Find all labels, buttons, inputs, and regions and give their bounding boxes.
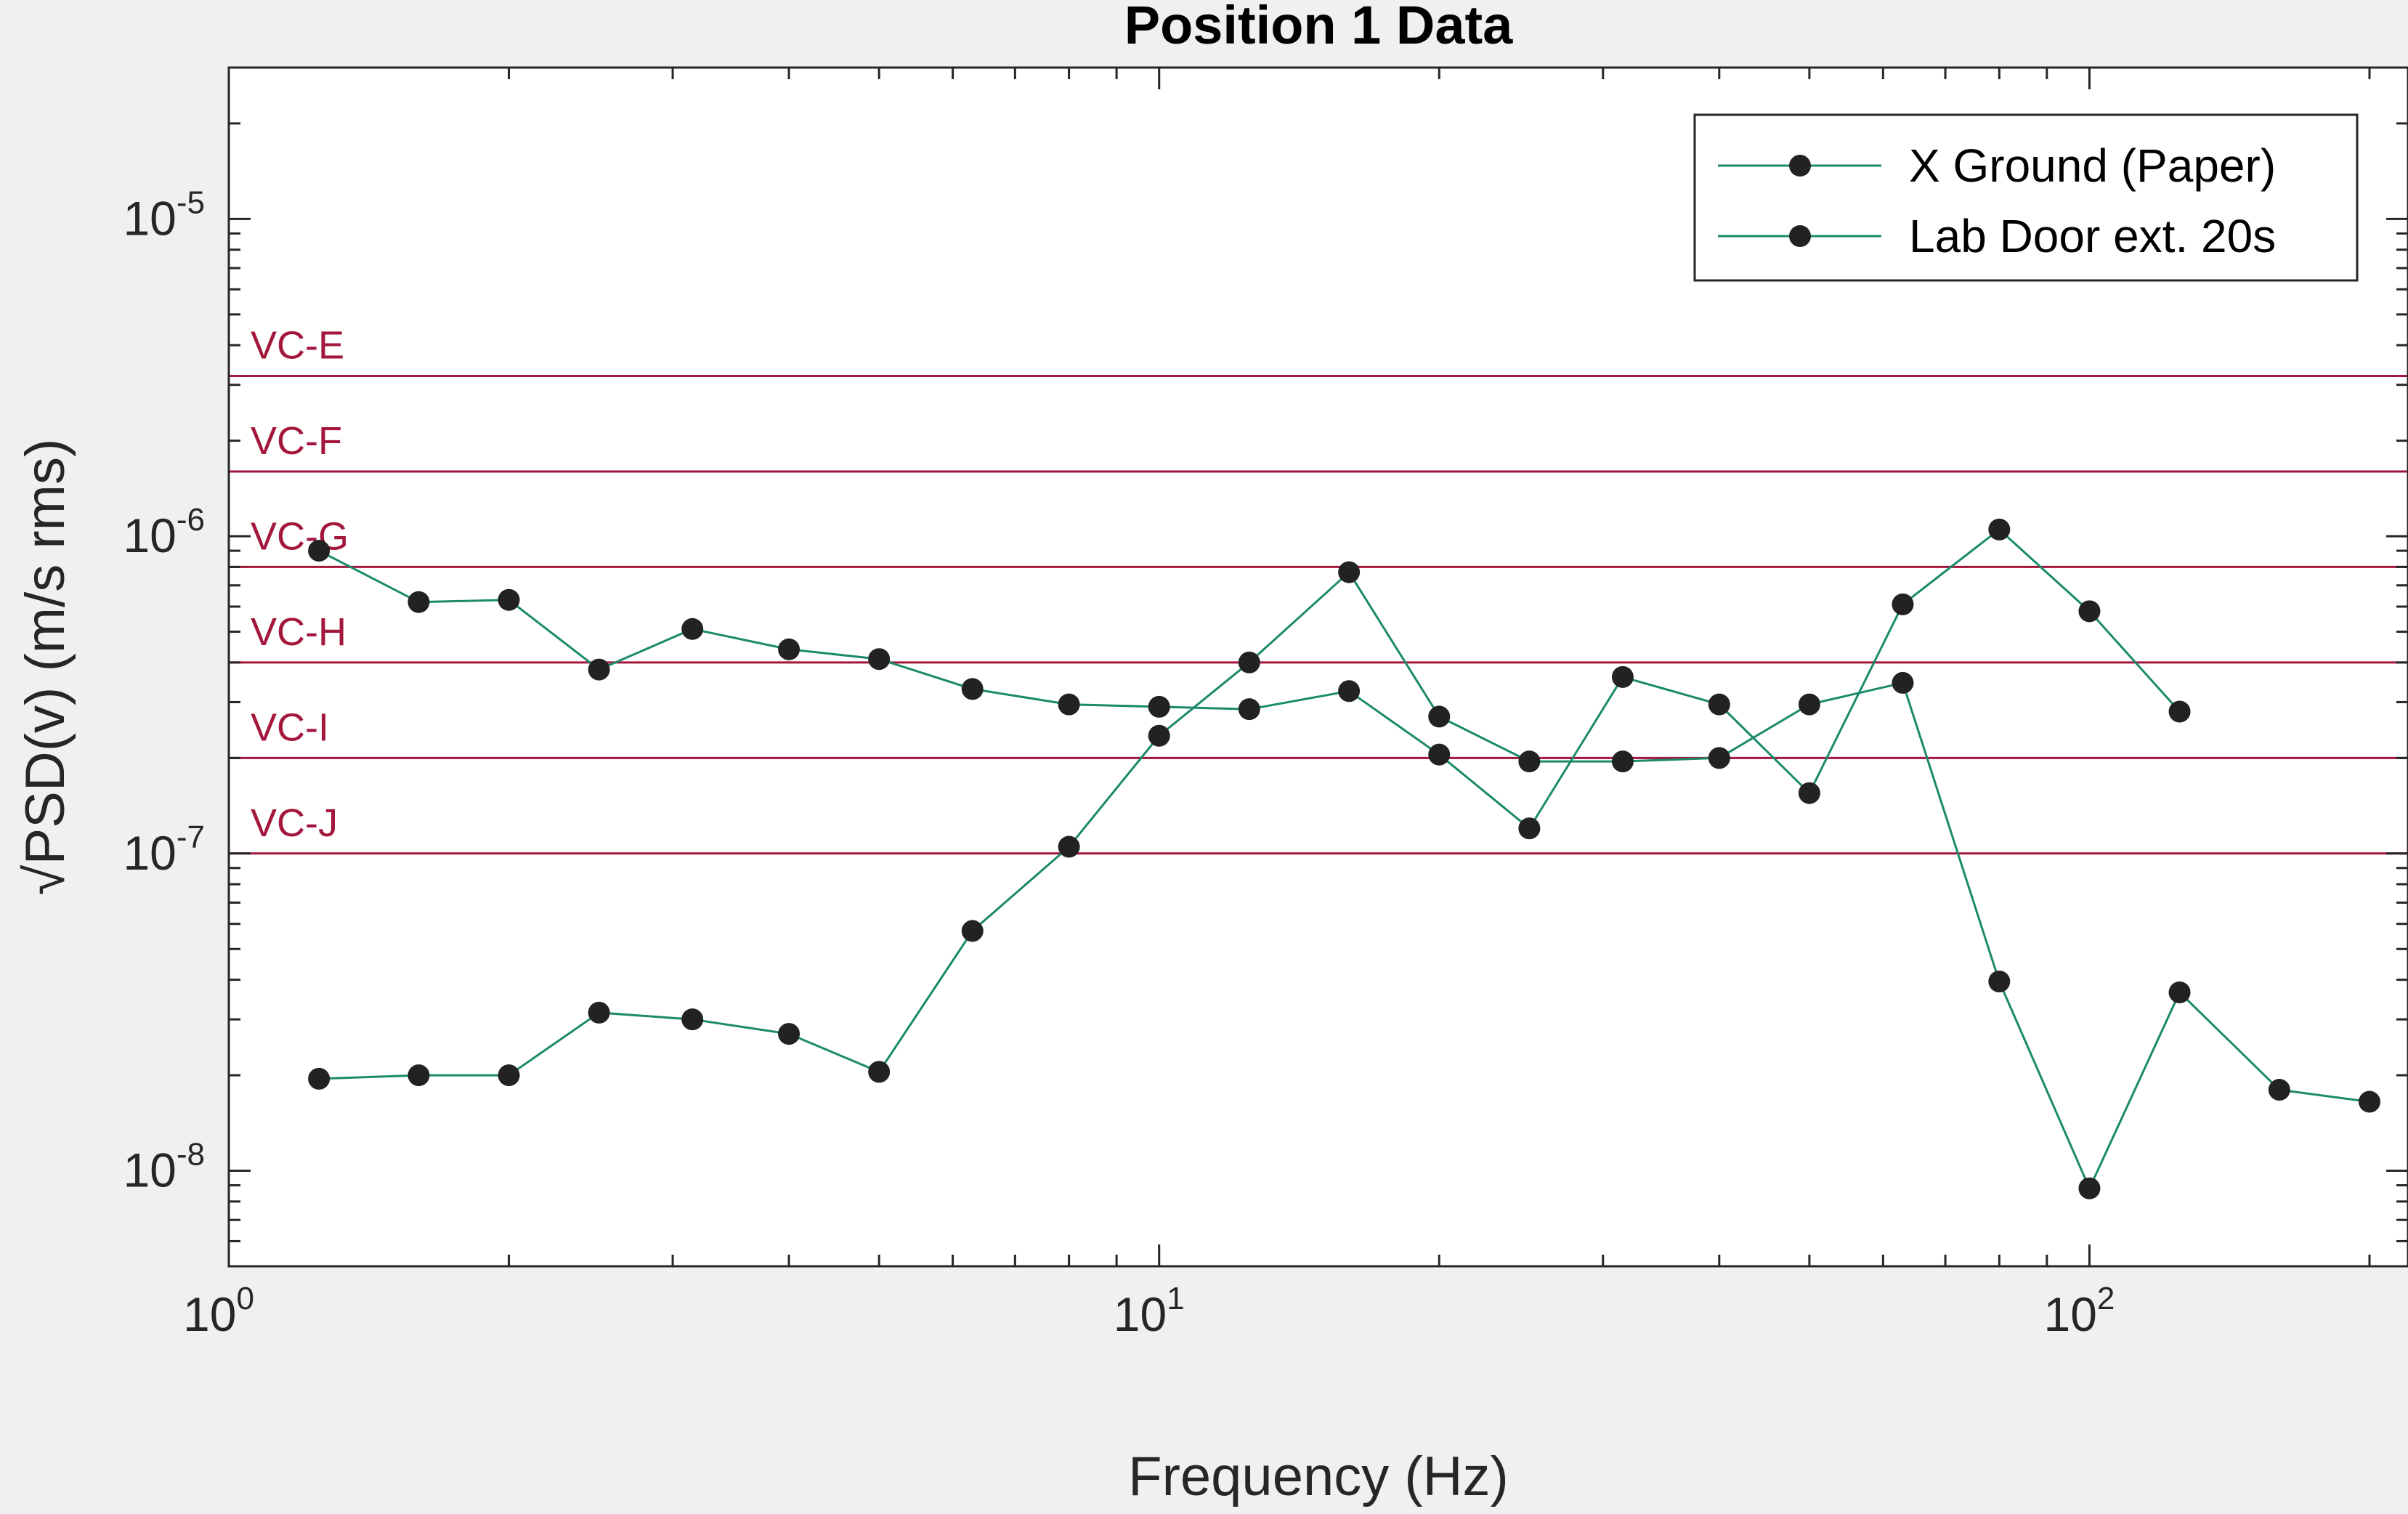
data-point-x-ground-paper [681,618,704,640]
data-point-x-ground-paper [2168,700,2191,723]
data-point-lab-door-ext-20s [498,1064,520,1087]
x-tick-label: 101 [1114,1281,1185,1341]
data-point-x-ground-paper [1892,593,1914,615]
data-point-lab-door-ext-20s [868,1061,891,1083]
data-point-lab-door-ext-20s [1611,750,1634,773]
data-point-x-ground-paper [1518,817,1541,840]
data-point-x-ground-paper [408,591,430,613]
data-point-lab-door-ext-20s [2268,1079,2290,1101]
data-point-x-ground-paper [498,588,520,611]
data-point-lab-door-ext-20s [1238,651,1260,673]
legend-label-lab-door: Lab Door ext. 20s [1909,210,2276,262]
legend-label-x-ground: X Ground (Paper) [1909,139,2276,192]
reference-label-vc-h: VC-H [251,610,346,654]
data-point-lab-door-ext-20s [2168,981,2191,1003]
reference-label-vc-i: VC-I [251,705,329,749]
axis-ticks: 100 101 102 10-8 10-7 10-6 10-5 [123,68,2408,1341]
axes-box [227,66,2408,1268]
data-point-lab-door-ext-20s [1798,693,1820,716]
chart-title: Position 1 Data [1124,0,1513,55]
data-point-lab-door-ext-20s [681,1008,704,1031]
legend-marker-x-ground [1789,155,1811,177]
data-point-x-ground-paper [1428,743,1451,766]
y-tick-label: 10-5 [123,185,205,245]
data-point-x-ground-paper [1338,680,1361,703]
legend: X Ground (Paper) Lab Door ext. 20s [1693,113,2359,282]
data-point-lab-door-ext-20s [1988,970,2011,992]
data-point-lab-door-ext-20s [1518,750,1541,773]
data-point-x-ground-paper [2078,600,2101,623]
data-point-x-ground-paper [1058,693,1080,716]
data-point-lab-door-ext-20s [778,1023,800,1045]
data-point-x-ground-paper [868,648,891,671]
data-point-x-ground-paper [1708,693,1730,716]
x-tick-label: 102 [2043,1281,2115,1341]
data-point-lab-door-ext-20s [308,1067,331,1090]
data-point-x-ground-paper [1148,695,1170,718]
reference-label-vc-f: VC-F [251,419,342,463]
reference-label-vc-j: VC-J [251,801,338,845]
data-point-lab-door-ext-20s [588,1001,610,1024]
data-point-lab-door-ext-20s [2078,1177,2101,1199]
data-point-x-ground-paper [778,638,800,660]
data-point-lab-door-ext-20s [1428,705,1451,728]
data-point-lab-door-ext-20s [1148,724,1170,747]
y-tick-label: 10-8 [123,1137,205,1197]
data-point-x-ground-paper [588,658,610,681]
data-point-x-ground-paper [1988,518,2011,541]
data-point-lab-door-ext-20s [408,1064,430,1087]
data-point-x-ground-paper [961,678,984,700]
legend-marker-lab-door [1789,225,1811,247]
data-point-x-ground-paper [1611,665,1634,688]
y-axis-label: √PSD(v) (m/s rms) [15,439,76,895]
legend-box [1693,113,2359,282]
data-point-x-ground-paper [1798,782,1820,804]
data-point-lab-door-ext-20s [1708,747,1730,769]
data-point-x-ground-paper [1238,698,1260,721]
data-point-lab-door-ext-20s [1892,671,1914,694]
reference-label-vc-g: VC-G [251,514,349,558]
y-tick-label: 10-6 [123,502,205,562]
data-point-lab-door-ext-20s [2358,1090,2380,1113]
data-point-x-ground-paper [308,540,331,562]
x-axis-label: Frequency (Hz) [1128,1446,1509,1507]
reference-label-vc-e: VC-E [251,323,344,367]
reference-lines: VC-E VC-F VC-G VC-H VC-I VC-J [229,323,2408,855]
data-point-lab-door-ext-20s [961,920,984,942]
y-tick-label: 10-7 [123,819,205,880]
data-point-lab-door-ext-20s [1058,835,1080,858]
data-series [308,518,2380,1199]
data-point-lab-door-ext-20s [1338,561,1361,583]
x-tick-label: 100 [183,1281,254,1341]
